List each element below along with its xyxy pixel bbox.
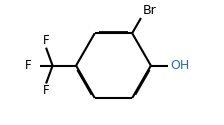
Text: Br: Br xyxy=(142,4,156,17)
Text: F: F xyxy=(43,84,49,97)
Text: F: F xyxy=(25,59,32,72)
Text: OH: OH xyxy=(170,59,189,72)
Text: F: F xyxy=(43,34,49,47)
